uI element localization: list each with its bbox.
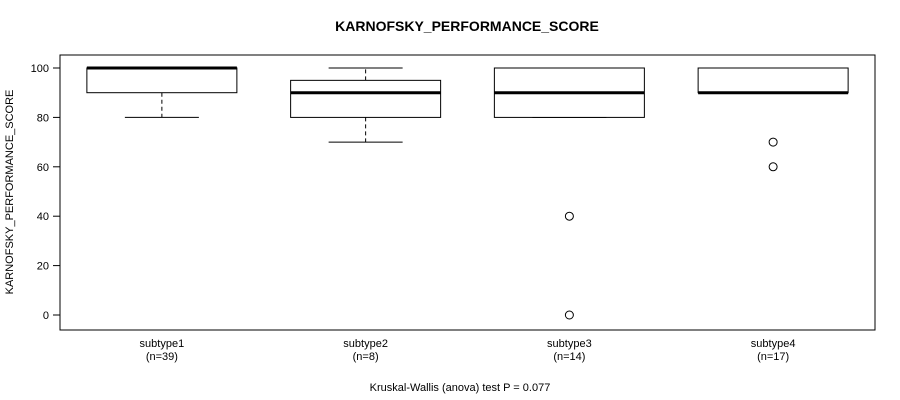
outlier-point bbox=[564, 310, 574, 320]
group-sublabel: (n=8) bbox=[353, 351, 379, 363]
group-label: subtype4 bbox=[751, 338, 796, 350]
chart-caption: Kruskal-Wallis (anova) test P = 0.077 bbox=[370, 382, 551, 394]
plot-content: 0 20 40 60 80 100 subtype1(n=39) subtype2(n=8) s… bbox=[31, 54, 876, 363]
chart-title: KARNOFSKY_PERFORMANCE_SCORE bbox=[335, 18, 599, 34]
outlier-point bbox=[564, 211, 574, 221]
group-label: subtype2 bbox=[343, 338, 388, 350]
group-label: subtype1 bbox=[140, 338, 185, 350]
outlier-point bbox=[768, 137, 778, 147]
y-tick-label: 20 bbox=[37, 261, 49, 273]
group-sublabel: (n=14) bbox=[553, 351, 585, 363]
group-sublabel: (n=39) bbox=[146, 351, 178, 363]
outlier-point bbox=[768, 162, 778, 172]
y-tick-label: 80 bbox=[37, 112, 49, 124]
iqr-box bbox=[290, 79, 442, 118]
y-tick-label: 40 bbox=[37, 211, 49, 223]
plot-border bbox=[59, 54, 876, 331]
y-tick-label: 0 bbox=[43, 310, 49, 322]
group-sublabel: (n=17) bbox=[757, 351, 789, 363]
iqr-box bbox=[86, 67, 238, 94]
y-tick-label: 100 bbox=[31, 63, 49, 75]
iqr-box bbox=[697, 67, 849, 94]
group-label: subtype3 bbox=[547, 338, 592, 350]
y-tick-label: 60 bbox=[37, 162, 49, 174]
y-axis-label: KARNOFSKY_PERFORMANCE_SCORE bbox=[4, 90, 16, 295]
